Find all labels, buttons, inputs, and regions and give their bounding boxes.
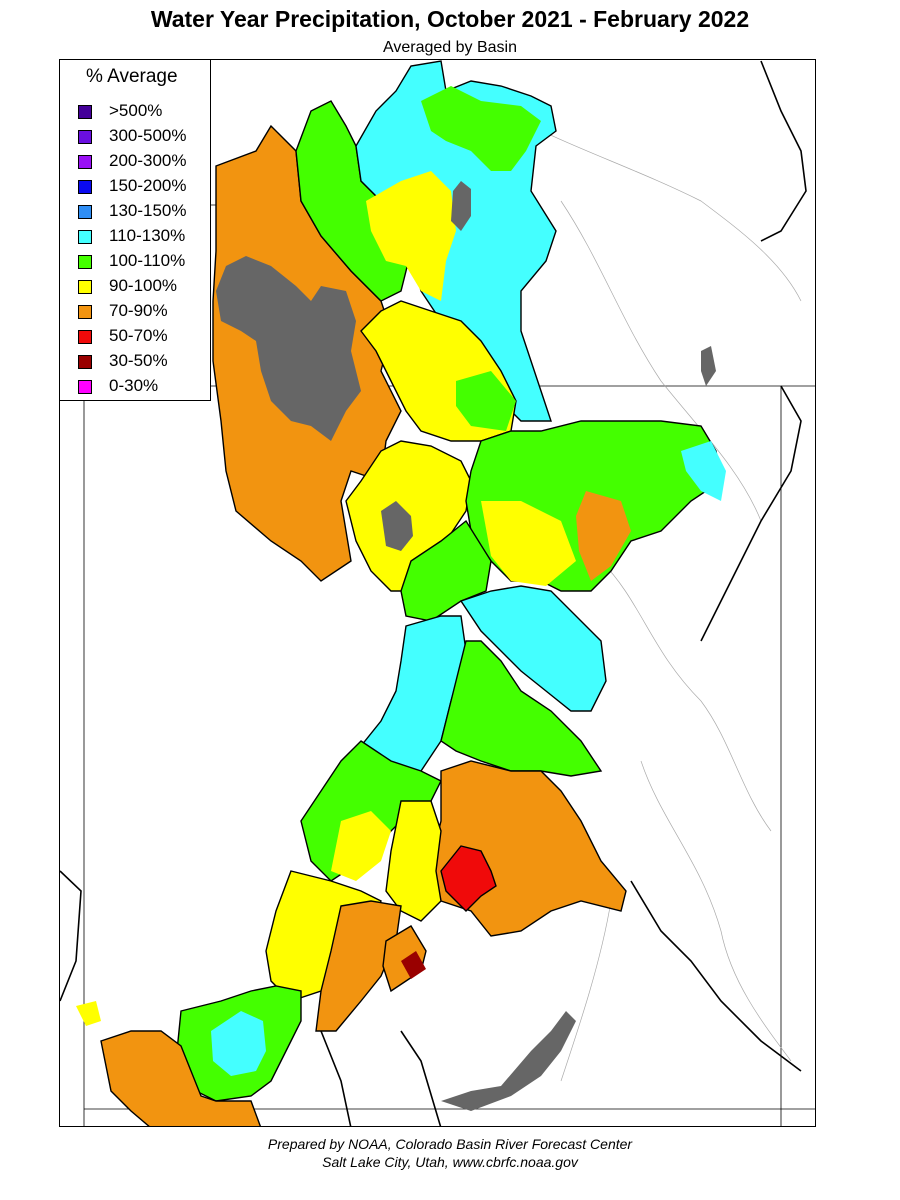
legend-swatch [78,205,92,219]
river-line [520,120,802,302]
basin-border [760,60,807,242]
legend-item: 30-50% [78,351,208,373]
legend-label: 300-500% [109,126,187,145]
legend-label: 150-200% [109,176,187,195]
legend-swatch [78,255,92,269]
basin-weber-green [456,371,516,431]
credit-line-1: Prepared by NOAA, Colorado Basin River F… [267,1136,633,1152]
legend-swatch [78,305,92,319]
legend-swatch [78,155,92,169]
legend-label: 100-110% [109,251,186,270]
map-title: Water Year Precipitation, October 2021 -… [150,6,750,32]
basin-upper-green-yellow [366,171,456,301]
outside-basin-lines [520,120,802,1082]
legend-item: 300-500% [78,126,208,148]
legend-swatch [78,130,92,144]
legend-item: 100-110% [78,251,208,273]
basin-beaver-dam [76,1001,101,1026]
basin-border [320,1030,352,1126]
outside-basin-borders [60,60,807,1126]
legend-swatch [78,380,92,394]
basin-santa-clara [100,1030,262,1126]
river-line [640,760,792,1062]
legend-label: 130-150% [109,201,187,220]
legend-label: 70-90% [109,301,168,320]
map-subtitle: Averaged by Basin [382,39,517,56]
basin-border [400,1030,442,1126]
legend-label: 30-50% [109,351,168,370]
legend-label: 200-300% [109,151,187,170]
lake-great-salt-lake [216,256,361,441]
legend: % Average >500% 300-500% 200-300% 150-20… [59,59,211,401]
legend-label: 0-30% [109,376,159,395]
legend-item: 70-90% [78,301,208,323]
basin-duchesne-cyan [681,441,726,501]
basin-border [630,880,802,1072]
legend-swatch [78,105,92,119]
basin-virgin [315,900,402,1032]
credit-line-2: Salt Lake City, Utah, www.cbrfc.noaa.gov [322,1154,578,1170]
lake-bear-lake [451,181,471,231]
lake-powell [441,1011,576,1111]
legend-label: 50-70% [109,326,168,345]
legend-item: 150-200% [78,176,208,198]
reservoir-flaming-gorge [701,346,716,386]
legend-label: 90-100% [109,276,178,295]
basin-duchesne-yellow [481,501,576,586]
legend-swatch [78,180,92,194]
lake-utah-lake [381,501,413,551]
legend-label: >500% [109,101,163,120]
basin-fremont [440,640,603,777]
legend-title: % Average [86,66,178,87]
basin-sevier-yellow [331,811,391,881]
map-canvas [60,60,815,1126]
legend-swatch [78,280,92,294]
legend-item: 90-100% [78,276,208,298]
legend-item: 0-30% [78,376,208,398]
basin-escalante-red [440,845,497,912]
legend-swatch [78,230,92,244]
basin-virgin-red [401,951,426,979]
basin-san-rafael [459,585,607,712]
legend-item: 130-150% [78,201,208,223]
river-line [560,200,762,522]
basin-lower-virgin-cyan [211,1011,266,1076]
lakes [216,181,716,1111]
legend-item: 110-130% [78,226,208,248]
basin-price [400,519,492,622]
legend-label: 110-130% [109,226,186,245]
legend-swatch [78,355,92,369]
basin-kanab [385,800,442,922]
legend-item: 200-300% [78,151,208,173]
basin-duchesne-orange [576,491,631,581]
legend-item: >500% [78,101,208,123]
river-line [560,900,612,1082]
river-line [600,560,772,832]
legend-swatch [78,330,92,344]
basin-upper-green-green [421,86,541,171]
basin-border [700,385,802,642]
legend-item: 50-70% [78,326,208,348]
precipitation-map [59,59,816,1127]
basin-border [60,870,82,1002]
